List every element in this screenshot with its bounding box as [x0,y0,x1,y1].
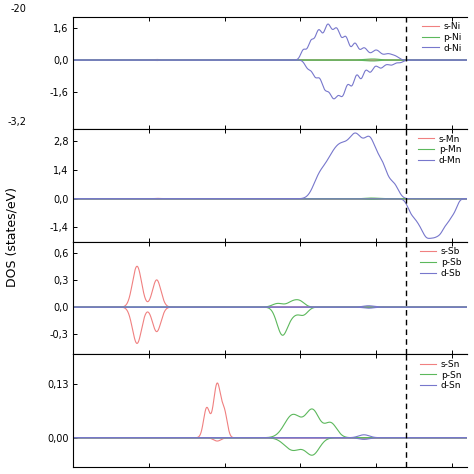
Text: -3,2: -3,2 [7,117,26,127]
Legend: s-Sb, p-Sb, d-Sb: s-Sb, p-Sb, d-Sb [419,246,462,279]
Legend: s-Sn, p-Sn, d-Sn: s-Sn, p-Sn, d-Sn [419,359,462,391]
Text: -20: -20 [10,4,26,14]
Text: DOS (states/eV): DOS (states/eV) [5,187,18,287]
Legend: s-Ni, p-Ni, d-Ni: s-Ni, p-Ni, d-Ni [421,21,462,54]
Legend: s-Mn, p-Mn, d-Mn: s-Mn, p-Mn, d-Mn [417,134,462,166]
